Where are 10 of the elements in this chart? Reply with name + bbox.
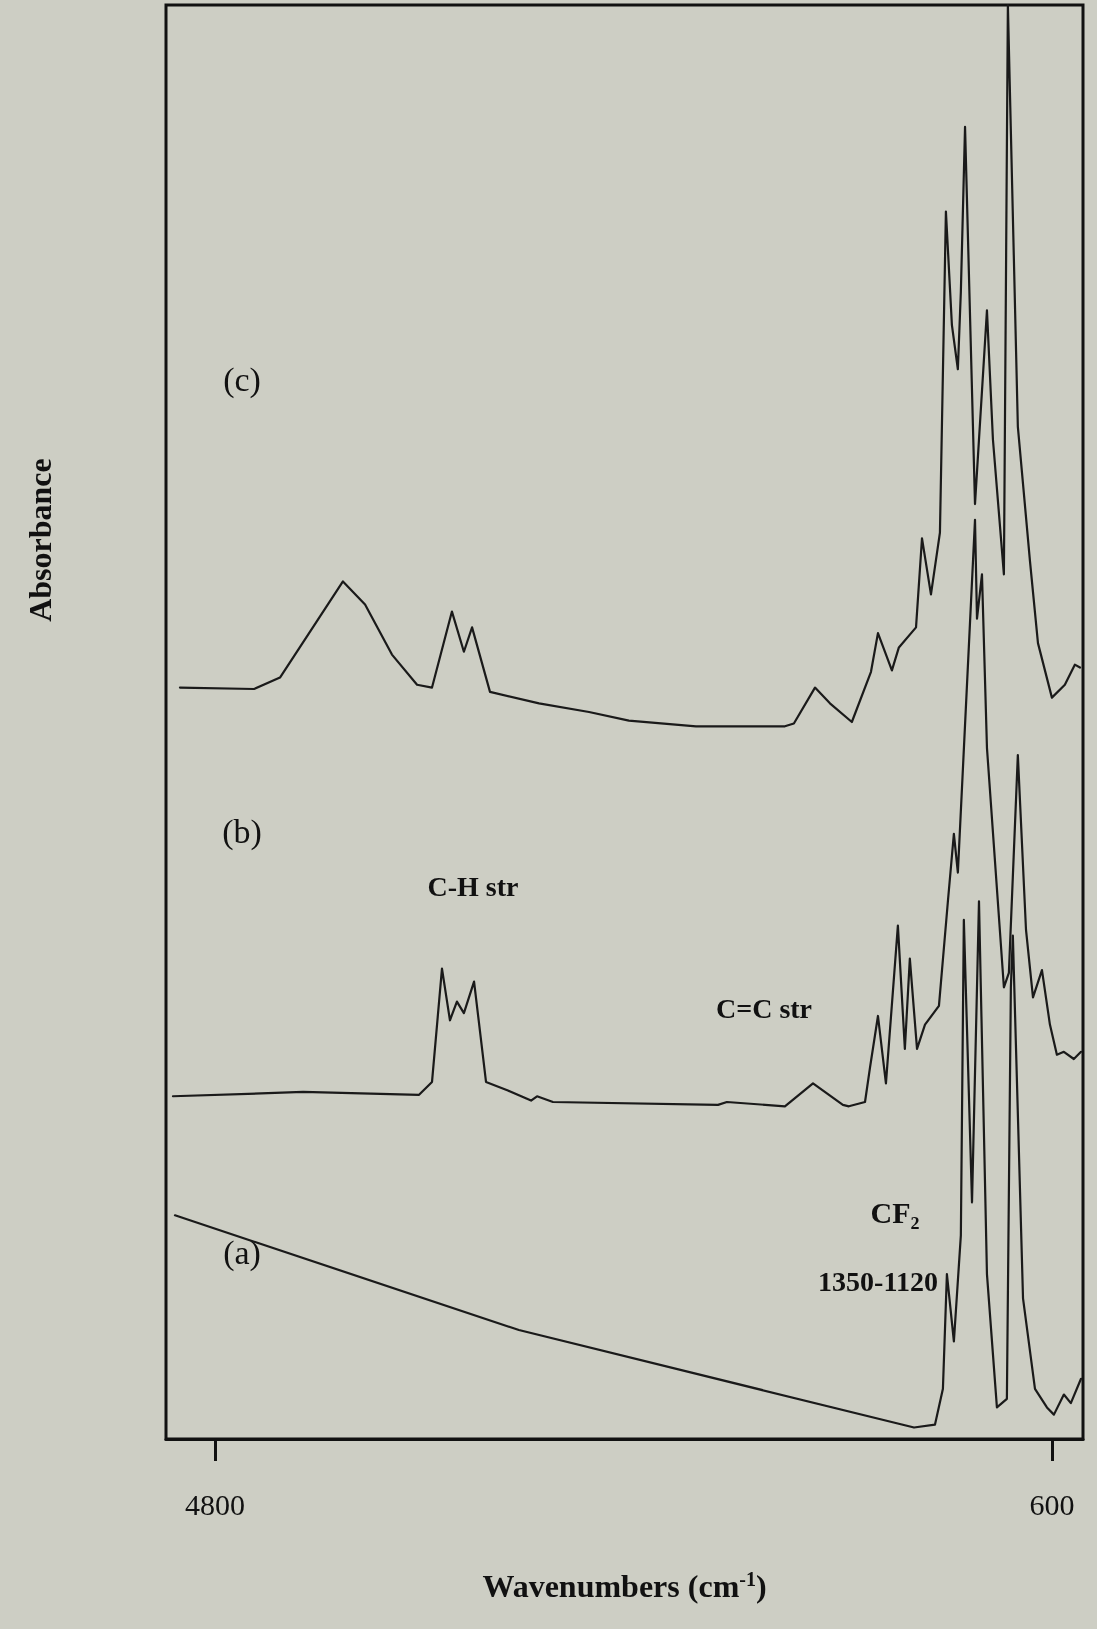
annotation: 1350-1120 (818, 1265, 938, 1297)
x-tick-label: 600 (1029, 1487, 1075, 1521)
annotation: (a) (223, 1233, 261, 1272)
y-axis-title: Absorbance (22, 458, 58, 622)
annotation: CF₂ (870, 1195, 920, 1229)
annotation: C-H str (427, 870, 519, 902)
annotation: (b) (222, 812, 262, 851)
x-tick-label: 4800 (185, 1487, 246, 1521)
annotation: C=C str (715, 992, 813, 1024)
annotation: (c) (223, 360, 261, 399)
